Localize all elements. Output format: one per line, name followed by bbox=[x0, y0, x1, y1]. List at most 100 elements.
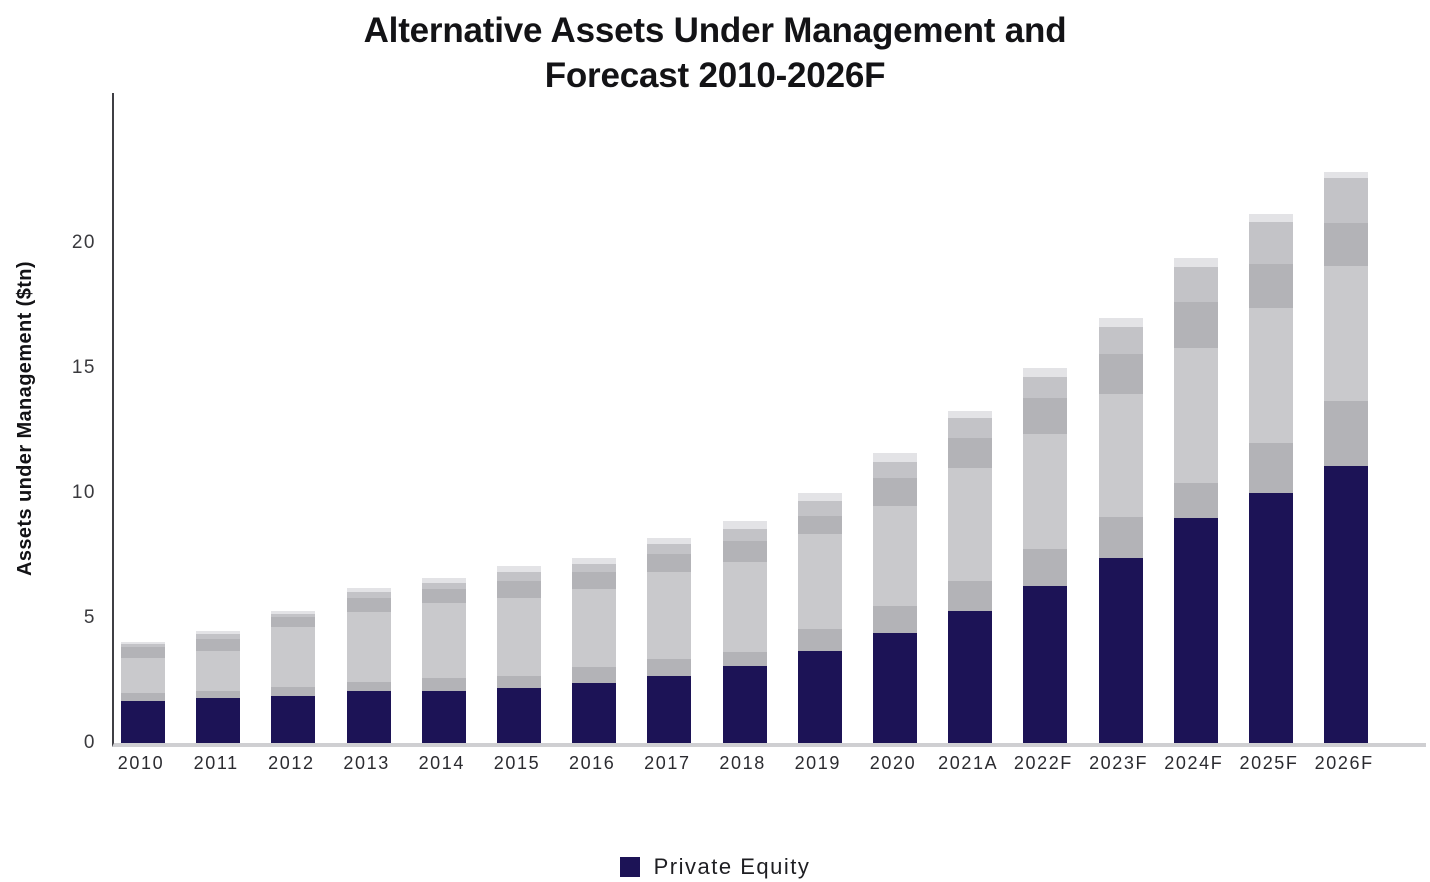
segment-unlabeled-gray-5-2016 bbox=[572, 558, 617, 565]
x-axis-label-2010: 2010 bbox=[117, 753, 165, 773]
segment-unlabeled-gray-4-2013 bbox=[346, 591, 391, 598]
segment-unlabeled-gray-4-2021A bbox=[948, 418, 993, 438]
segment-unlabeled-gray-3-2014 bbox=[421, 589, 466, 603]
x-axis-label-2017: 2017 bbox=[644, 753, 691, 773]
x-axis-label-2023F: 2023F bbox=[1089, 753, 1149, 773]
bar-2026F bbox=[1324, 171, 1369, 743]
segment-unlabeled-gray-2-2015 bbox=[497, 598, 541, 676]
segment-unlabeled-gray-4-2011 bbox=[196, 634, 241, 640]
segment-unlabeled-gray-3-2024F bbox=[1173, 301, 1218, 348]
bar-2018 bbox=[722, 520, 767, 743]
segment-unlabeled-gray-2-2013 bbox=[346, 611, 391, 682]
bar-2022F bbox=[1023, 368, 1068, 743]
segment-unlabeled-gray-1-2022F bbox=[1023, 549, 1068, 586]
segment-unlabeled-gray-4-2012 bbox=[271, 614, 316, 617]
segment-private-equity-2011 bbox=[196, 698, 241, 743]
segment-unlabeled-gray-3-2018 bbox=[722, 540, 767, 562]
bar-2010 bbox=[121, 641, 165, 743]
segment-private-equity-2012 bbox=[271, 695, 316, 743]
bar-2020 bbox=[873, 453, 917, 743]
segment-unlabeled-gray-2-2017 bbox=[647, 571, 692, 660]
segment-unlabeled-gray-2-2021A bbox=[948, 468, 993, 581]
x-axis-label-2022F: 2022F bbox=[1013, 753, 1073, 773]
segment-unlabeled-gray-3-2022F bbox=[1023, 398, 1068, 435]
segment-unlabeled-gray-5-2011 bbox=[196, 630, 241, 635]
x-axis-labels: 2010 2011 2012 2013 2014 2015 2016 2017 2018 2019… bbox=[0, 753, 1430, 779]
segment-unlabeled-gray-5-2018 bbox=[722, 520, 767, 530]
x-axis-label-2026F: 2026F bbox=[1314, 753, 1374, 773]
bar-2015 bbox=[497, 565, 541, 743]
segment-unlabeled-gray-2-2023F bbox=[1098, 394, 1143, 517]
segment-unlabeled-gray-3-2019 bbox=[797, 515, 842, 535]
segment-unlabeled-gray-4-2018 bbox=[722, 529, 767, 541]
x-axis-label-2014: 2014 bbox=[418, 753, 466, 773]
bar-2021A bbox=[948, 410, 993, 743]
segment-unlabeled-gray-3-2011 bbox=[196, 639, 241, 651]
segment-unlabeled-gray-1-2024F bbox=[1173, 483, 1218, 518]
segment-unlabeled-gray-2-2019 bbox=[797, 534, 842, 630]
segment-unlabeled-gray-4-2024F bbox=[1173, 266, 1218, 302]
segment-unlabeled-gray-1-2025F bbox=[1249, 443, 1293, 493]
segment-unlabeled-gray-1-2011 bbox=[196, 690, 241, 698]
segment-unlabeled-gray-2-2018 bbox=[722, 561, 767, 652]
segment-private-equity-2019 bbox=[797, 650, 842, 743]
segment-unlabeled-gray-3-2021A bbox=[948, 438, 993, 468]
bar-2013 bbox=[346, 588, 391, 743]
legend-label-private-equity: Private Equity bbox=[653, 854, 811, 879]
segment-unlabeled-gray-1-2021A bbox=[948, 580, 993, 611]
x-axis-label-2013: 2013 bbox=[343, 753, 390, 773]
segment-private-equity-2020 bbox=[873, 633, 917, 743]
segment-unlabeled-gray-3-2012 bbox=[271, 616, 316, 627]
segment-unlabeled-gray-1-2023F bbox=[1098, 516, 1143, 558]
segment-unlabeled-gray-5-2013 bbox=[346, 588, 391, 592]
segment-unlabeled-gray-4-2023F bbox=[1098, 326, 1143, 355]
segment-unlabeled-gray-1-2020 bbox=[873, 605, 917, 633]
segment-unlabeled-gray-5-2010 bbox=[121, 641, 165, 645]
segment-unlabeled-gray-5-2021A bbox=[948, 410, 993, 418]
segment-unlabeled-gray-5-2015 bbox=[497, 565, 541, 572]
segment-unlabeled-gray-3-2010 bbox=[121, 646, 165, 658]
segment-unlabeled-gray-5-2012 bbox=[271, 610, 316, 615]
segment-unlabeled-gray-3-2017 bbox=[647, 554, 692, 572]
segment-unlabeled-gray-1-2013 bbox=[346, 681, 391, 691]
segment-unlabeled-gray-5-2020 bbox=[873, 453, 917, 462]
segment-unlabeled-gray-1-2026F bbox=[1324, 400, 1369, 466]
bar-2024F bbox=[1173, 258, 1218, 743]
segment-private-equity-2023F bbox=[1098, 558, 1143, 743]
segment-private-equity-2026F bbox=[1324, 465, 1369, 743]
segment-unlabeled-gray-5-2026F bbox=[1324, 171, 1369, 178]
segment-private-equity-2013 bbox=[346, 690, 391, 743]
bar-2011 bbox=[196, 630, 241, 743]
segment-private-equity-2017 bbox=[647, 675, 692, 743]
segment-private-equity-2014 bbox=[421, 690, 466, 743]
segment-unlabeled-gray-3-2026F bbox=[1324, 223, 1369, 266]
segment-unlabeled-gray-1-2017 bbox=[647, 659, 692, 676]
y-tick-0: 0 bbox=[83, 732, 96, 753]
segment-unlabeled-gray-1-2019 bbox=[797, 629, 842, 651]
segment-private-equity-2025F bbox=[1249, 493, 1293, 743]
segment-private-equity-2022F bbox=[1023, 585, 1068, 743]
legend-swatch-private-equity bbox=[619, 857, 640, 877]
segment-unlabeled-gray-4-2022F bbox=[1023, 376, 1068, 398]
x-axis-label-2012: 2012 bbox=[268, 753, 315, 773]
chart-title-line-2: Forecast 2010-2026F bbox=[544, 56, 886, 95]
segment-unlabeled-gray-4-2025F bbox=[1249, 221, 1293, 265]
segment-unlabeled-gray-2-2022F bbox=[1023, 434, 1068, 550]
y-tick-10: 10 bbox=[71, 482, 96, 503]
segment-unlabeled-gray-3-2015 bbox=[497, 580, 541, 598]
x-axis-label-2024F: 2024F bbox=[1164, 753, 1224, 773]
segment-private-equity-2021A bbox=[948, 610, 993, 743]
segment-unlabeled-gray-2-2016 bbox=[572, 589, 617, 667]
segment-unlabeled-gray-4-2010 bbox=[121, 644, 165, 647]
y-tick-5: 5 bbox=[83, 607, 96, 628]
bar-2012 bbox=[271, 610, 316, 743]
y-tick-15: 15 bbox=[71, 357, 96, 378]
segment-unlabeled-gray-4-2026F bbox=[1324, 178, 1369, 223]
segment-unlabeled-gray-1-2014 bbox=[421, 678, 466, 691]
y-axis-ticks: 0 5 10 15 20 bbox=[0, 93, 96, 753]
chart-title-line-1: Alternative Assets Under Management and bbox=[363, 11, 1067, 50]
segment-unlabeled-gray-1-2012 bbox=[271, 686, 316, 696]
bar-2019 bbox=[797, 493, 842, 743]
x-axis-label-2021A: 2021A bbox=[938, 753, 999, 773]
